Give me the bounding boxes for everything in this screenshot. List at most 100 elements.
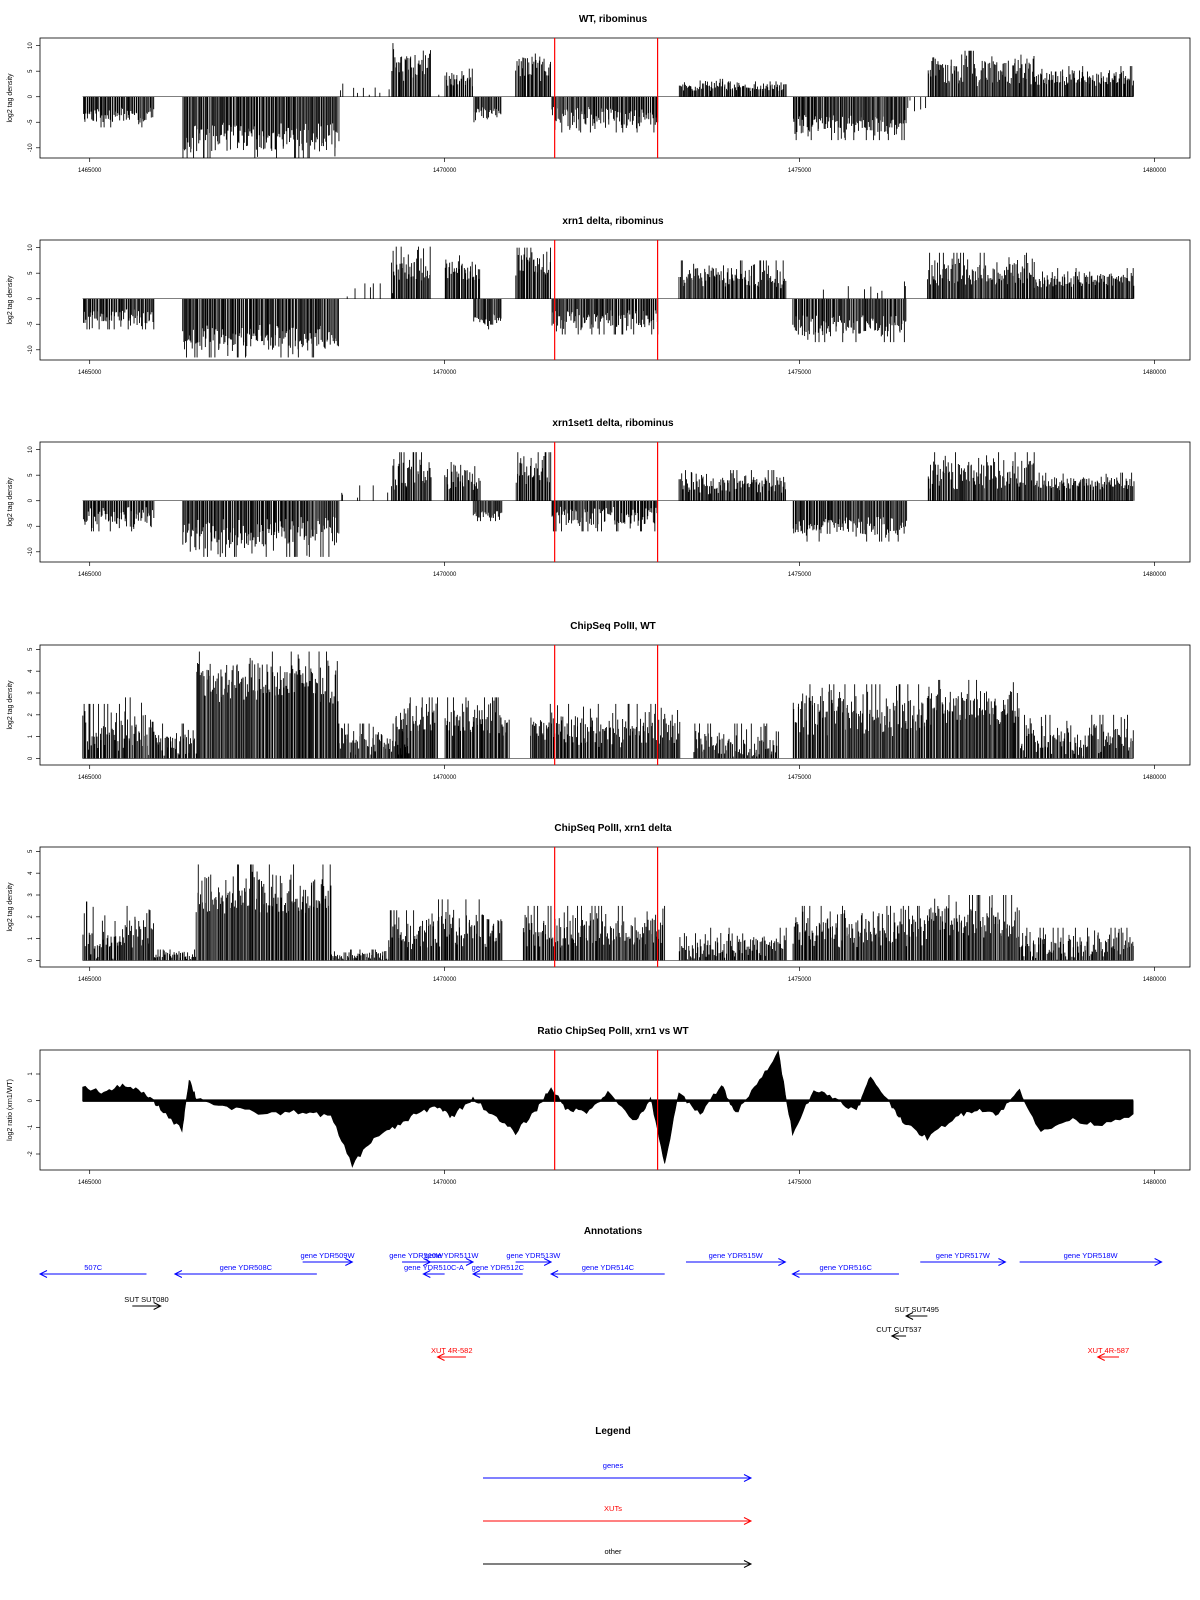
panel-6: Ratio ChipSeq PolII, xrn1 vs WT log2 rati… <box>7 1026 1191 1186</box>
y-tick-label: 1 <box>28 1072 34 1076</box>
y-tick-label: 1 <box>28 936 34 940</box>
feature-arrowhead <box>173 1270 183 1278</box>
y-tick-label: 4 <box>28 669 34 673</box>
y-axis-label: log2 tag density <box>7 477 14 527</box>
annotations-track: Annotations 507C gene YDR508C gene YDR509W… <box>38 1226 1163 1361</box>
plot-frame <box>39 239 1191 361</box>
x-tick-label: 1475000 <box>788 775 812 781</box>
panel-title: xrn1set1 delta, ribominus <box>552 418 674 429</box>
y-tick-label: 10 <box>28 42 34 49</box>
feature-label: 507C <box>84 1263 103 1272</box>
data-bars <box>82 452 1135 557</box>
y-tick-label: -5 <box>28 321 34 327</box>
x-tick-label: 1480000 <box>1143 370 1167 376</box>
y-tick-label: 1 <box>28 734 34 738</box>
feature-arrowhead <box>345 1258 354 1266</box>
data-bars <box>82 864 1134 961</box>
plot-frame <box>39 644 1191 766</box>
x-tick-label: 1470000 <box>433 1180 457 1186</box>
panel-4: ChipSeq PolII, WT log2 tag density 0 1 2 3 4 5 1… <box>7 621 1191 781</box>
feature-gene-ydr511w: gene YDR511W <box>425 1251 479 1266</box>
y-tick-label: 0 <box>28 958 34 962</box>
y-axis-label: log2 ratio (xrn1/WT) <box>7 1079 14 1141</box>
feature-gene-ydr510c-a: gene YDR510C-A <box>404 1263 464 1278</box>
x-tick-label: 1465000 <box>78 168 102 174</box>
annotations-title: Annotations <box>584 1226 643 1237</box>
panel-3: xrn1set1 delta, ribominus log2 tag densit… <box>7 418 1191 578</box>
x-tick-label: 1465000 <box>78 370 102 376</box>
y-tick-label: 0 <box>28 1098 34 1102</box>
x-tick-label: 1470000 <box>433 572 457 578</box>
y-tick-label: 3 <box>28 893 34 897</box>
feature-arrowhead <box>471 1270 481 1278</box>
y-axis-label: log2 tag density <box>7 275 14 325</box>
y-tick-label: 10 <box>28 446 34 453</box>
x-tick-label: 1470000 <box>433 775 457 781</box>
ratio-area <box>82 1049 1134 1168</box>
y-tick-label: -5 <box>28 523 34 529</box>
y-tick-label: 2 <box>28 712 34 716</box>
x-tick-label: 1470000 <box>433 977 457 983</box>
feature-label: gene YDR514C <box>582 1263 635 1272</box>
feature-arrowhead <box>422 1270 431 1278</box>
x-tick-label: 1480000 <box>1143 1180 1167 1186</box>
y-tick-label: 0 <box>28 296 34 300</box>
data-bars <box>82 246 1135 358</box>
y-tick-label: -1 <box>28 1124 34 1130</box>
x-tick-label: 1475000 <box>788 977 812 983</box>
y-axis-label: log2 tag density <box>7 73 14 123</box>
x-tick-label: 1475000 <box>788 370 812 376</box>
x-tick-label: 1475000 <box>788 1180 812 1186</box>
feature-gene-ydr508c: gene YDR508C <box>173 1263 317 1278</box>
y-tick-label: 5 <box>28 647 34 651</box>
panel-2: xrn1 delta, ribominus log2 tag density 10 5… <box>7 216 1191 376</box>
feature-arrowhead <box>38 1270 48 1278</box>
feature-label: gene YDR509W <box>300 1251 355 1260</box>
feature-507c: 507C <box>38 1263 147 1278</box>
x-tick-label: 1465000 <box>78 572 102 578</box>
y-tick-label: 0 <box>28 756 34 760</box>
feature-label: gene YDR510C-A <box>404 1263 464 1272</box>
x-tick-label: 1465000 <box>78 1180 102 1186</box>
feature-gene-ydr510w: gene YDR510W <box>389 1251 444 1266</box>
x-tick-label: 1480000 <box>1143 775 1167 781</box>
x-tick-label: 1470000 <box>433 168 457 174</box>
y-tick-label: 2 <box>28 914 34 918</box>
data-bars <box>82 43 1134 158</box>
x-tick-label: 1470000 <box>433 370 457 376</box>
x-tick-label: 1480000 <box>1143 977 1167 983</box>
plot-frame <box>39 846 1191 968</box>
x-tick-label: 1480000 <box>1143 572 1167 578</box>
x-tick-label: 1480000 <box>1143 168 1167 174</box>
panel-title: WT, ribominus <box>579 14 648 25</box>
feature-arrowhead <box>549 1270 559 1278</box>
feature-label: gene YDR513W <box>506 1251 561 1260</box>
y-tick-label: -10 <box>28 547 34 556</box>
feature-arrowhead <box>543 1258 553 1266</box>
feature-label: gene YDR512C <box>472 1263 525 1272</box>
y-tick-label: 3 <box>28 691 34 695</box>
x-tick-label: 1475000 <box>788 572 812 578</box>
feature-arrowhead <box>465 1258 475 1266</box>
feature-label: gene YDR510W <box>389 1251 444 1260</box>
y-tick-label: 10 <box>28 244 34 251</box>
y-tick-label: 0 <box>28 94 34 98</box>
y-tick-label: 0 <box>28 498 34 502</box>
data-bars <box>82 651 1134 759</box>
y-tick-label: 4 <box>28 871 34 875</box>
y-tick-label: -10 <box>28 143 34 152</box>
plot-frame <box>39 1049 1191 1171</box>
x-tick-label: 1465000 <box>78 977 102 983</box>
y-tick-label: 5 <box>28 473 34 477</box>
y-tick-label: 5 <box>28 69 34 73</box>
feature-label: gene YDR508C <box>220 1263 273 1272</box>
panel-1: WT, ribominus log2 tag density 10 5 0 -5 -10 14… <box>7 14 1191 174</box>
panel-title: Ratio ChipSeq PolII, xrn1 vs WT <box>537 1026 688 1037</box>
y-tick-label: -5 <box>28 119 34 125</box>
panel-title: ChipSeq PolII, WT <box>570 621 656 632</box>
y-tick-label: -2 <box>28 1151 34 1157</box>
feature-gene-ydr509w: gene YDR509W <box>300 1251 355 1266</box>
y-tick-label: 5 <box>28 849 34 853</box>
